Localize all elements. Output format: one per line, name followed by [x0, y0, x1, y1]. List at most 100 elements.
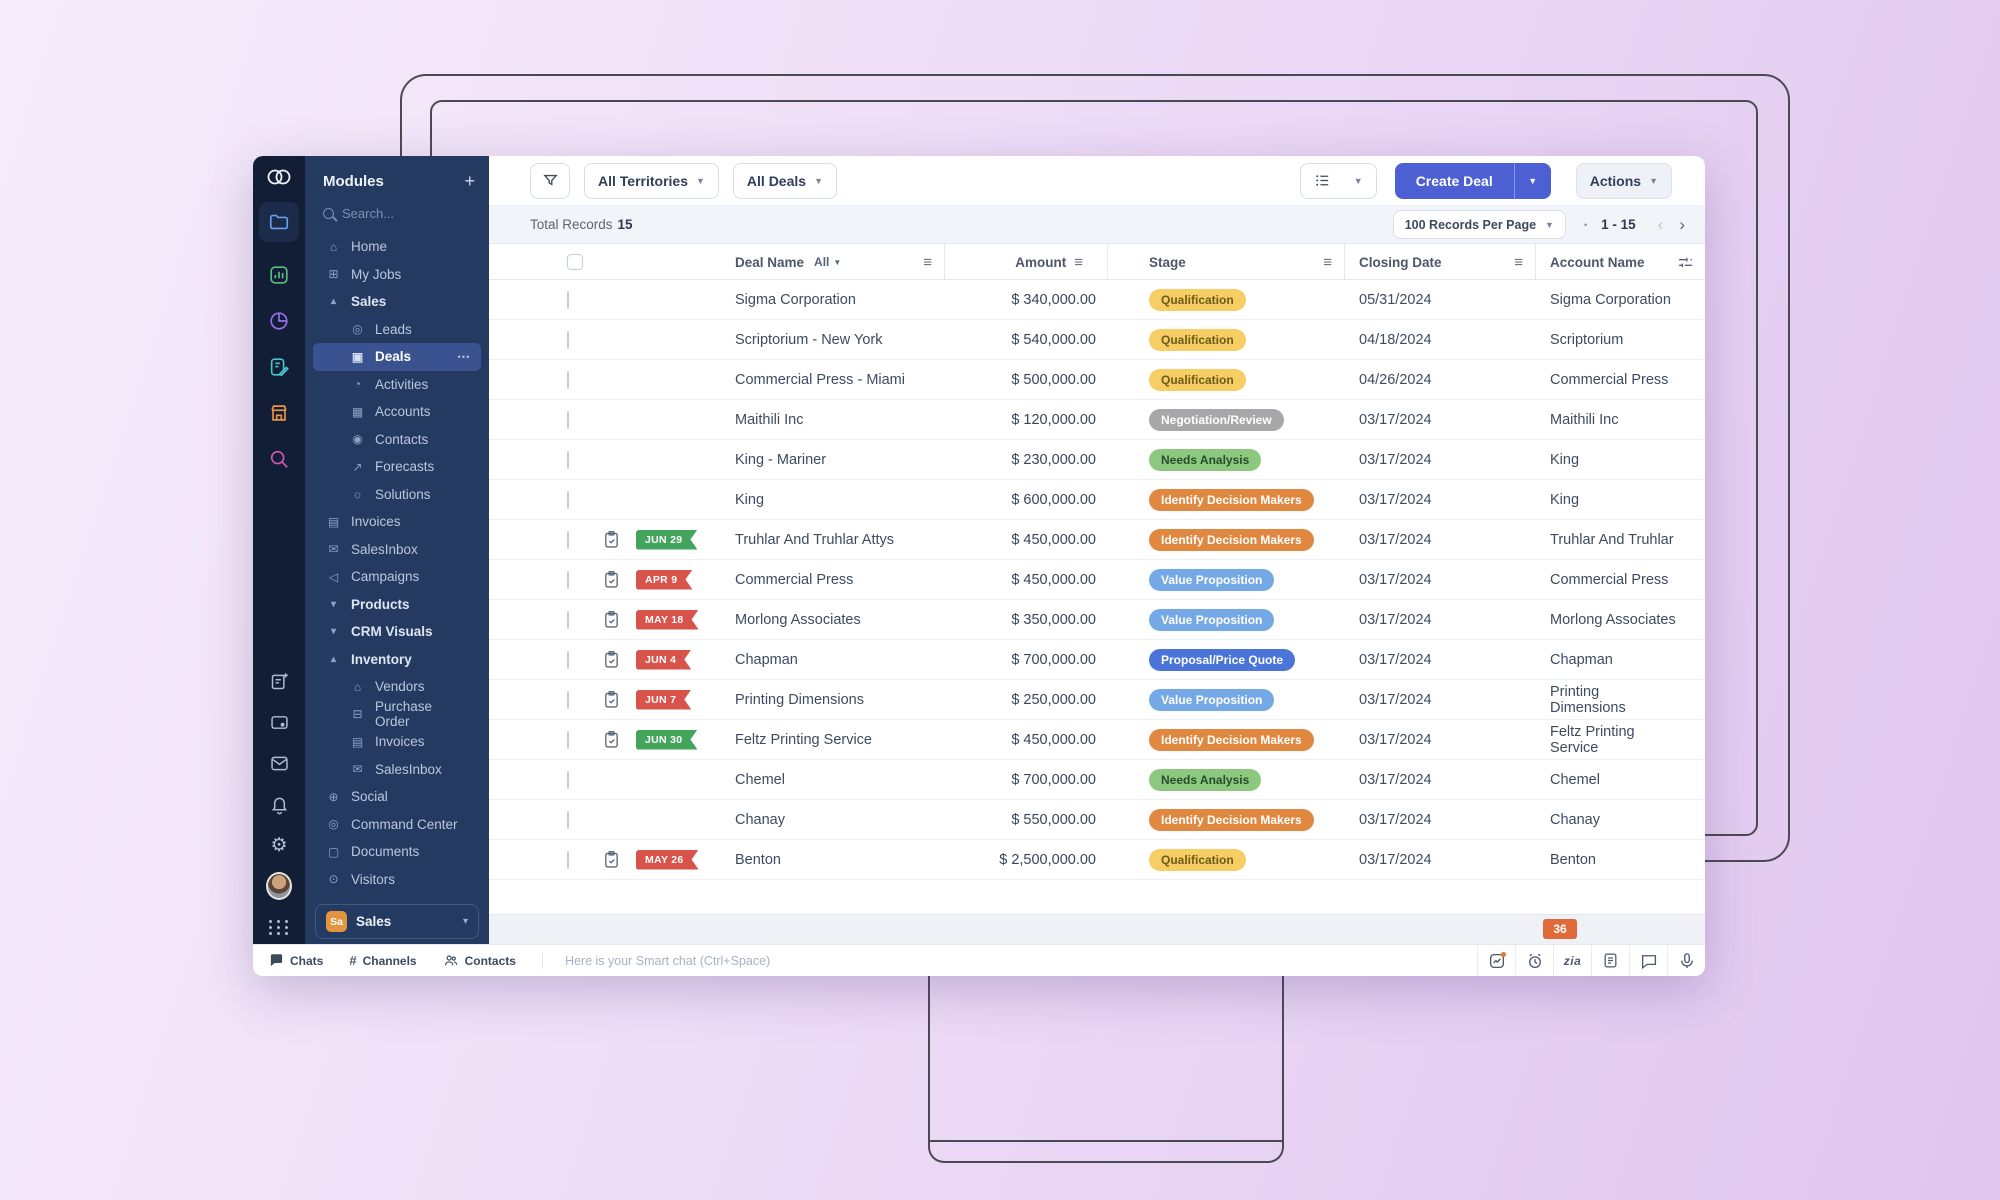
search-icon[interactable]: [266, 446, 292, 472]
deal-row[interactable]: King $ 600,000.00 Identify Decision Make…: [489, 480, 1705, 520]
list-view-selector[interactable]: ▼: [1299, 162, 1377, 199]
deal-row[interactable]: JUN 30 Feltz Printing Service $ 450,000.…: [489, 720, 1705, 760]
row-checkbox[interactable]: [567, 490, 569, 509]
deal-name-link[interactable]: Benton: [735, 851, 781, 868]
insights-icon[interactable]: [1477, 945, 1515, 976]
deal-row[interactable]: MAY 18 Morlong Associates $ 350,000.00 V…: [489, 600, 1705, 640]
deal-name-link[interactable]: Truhlar And Truhlar Attys: [735, 531, 895, 548]
first-page-dot-icon[interactable]: •: [1583, 219, 1588, 230]
records-per-page-dropdown[interactable]: 100 Records Per Page ▼: [1392, 210, 1566, 239]
sidebar-item[interactable]: ⌂ Home: [305, 233, 489, 261]
module-search[interactable]: [305, 196, 489, 229]
sidebar-item[interactable]: ▢ Documents: [305, 838, 489, 866]
sidebar-item[interactable]: ↗ Forecasts: [305, 453, 489, 481]
contacts-tab[interactable]: Contacts: [443, 953, 516, 968]
channels-tab[interactable]: # Channels: [349, 953, 416, 968]
account-name[interactable]: Chemel: [1550, 771, 1600, 788]
bar-chart-icon[interactable]: [266, 262, 292, 288]
account-name[interactable]: Sigma Corporation: [1550, 291, 1671, 308]
deal-row[interactable]: JUN 4 Chapman $ 700,000.00 Proposal/Pric…: [489, 640, 1705, 680]
account-name[interactable]: Morlong Associates: [1550, 611, 1676, 628]
deal-name-link[interactable]: King: [735, 491, 765, 508]
sidebar-item[interactable]: ▾ CRM Visuals: [305, 618, 489, 646]
sidebar-item[interactable]: ⌂ Vendors: [305, 673, 489, 701]
sidebar-item[interactable]: ☼ Solutions: [305, 481, 489, 509]
sidebar-item[interactable]: ✉ SalesInbox: [305, 536, 489, 564]
deal-name-link[interactable]: King - Mariner: [735, 451, 827, 468]
chat-bubble-icon[interactable]: [1629, 945, 1667, 976]
filter-button[interactable]: [530, 162, 570, 199]
deals-view-dropdown[interactable]: All Deals ▼: [732, 162, 837, 199]
pie-chart-icon[interactable]: [266, 308, 292, 334]
deal-row[interactable]: Scriptorium - New York $ 540,000.00 Qual…: [489, 320, 1705, 360]
row-checkbox[interactable]: [567, 410, 569, 429]
account-name[interactable]: Chanay: [1550, 811, 1600, 828]
row-checkbox[interactable]: [567, 610, 569, 629]
column-menu-icon[interactable]: ≡: [1323, 253, 1332, 271]
row-checkbox[interactable]: [567, 450, 569, 469]
deal-name-link[interactable]: Chemel: [735, 771, 785, 788]
more-options-icon[interactable]: ⋯: [457, 348, 471, 364]
deal-row[interactable]: Maithili Inc $ 120,000.00 Negotiation/Re…: [489, 400, 1705, 440]
account-name[interactable]: Commercial Press: [1550, 571, 1669, 588]
deal-row[interactable]: JUN 7 Printing Dimensions $ 250,000.00 V…: [489, 680, 1705, 720]
row-checkbox[interactable]: [567, 290, 569, 309]
sidebar-item[interactable]: ◉ Contacts: [305, 426, 489, 454]
sidebar-item[interactable]: ⊞ My Jobs: [305, 261, 489, 289]
stage-header[interactable]: Stage: [1149, 254, 1186, 270]
notification-count-badge[interactable]: 36: [1543, 919, 1577, 939]
deal-name-link[interactable]: Feltz Printing Service: [735, 731, 872, 748]
create-deal-button[interactable]: Create Deal: [1394, 162, 1515, 199]
smart-chat-input[interactable]: [564, 953, 1477, 968]
mic-icon[interactable]: [1667, 945, 1705, 976]
deal-name-filter[interactable]: All ▼: [814, 255, 842, 269]
next-page-button[interactable]: ›: [1679, 214, 1685, 234]
account-name[interactable]: King: [1550, 491, 1580, 508]
sidebar-item[interactable]: ▾ Products: [305, 591, 489, 619]
sidebar-item[interactable]: ⊟ Purchase Order: [305, 699, 489, 729]
deal-name-link[interactable]: Morlong Associates: [735, 611, 861, 628]
sidebar-item[interactable]: ✉ SalesInbox: [305, 756, 489, 784]
deal-name-link[interactable]: Sigma Corporation: [735, 291, 856, 308]
deal-name-link[interactable]: Scriptorium - New York: [735, 331, 883, 348]
chats-tab[interactable]: Chats: [269, 953, 323, 968]
deal-row[interactable]: King - Mariner $ 230,000.00 Needs Analys…: [489, 440, 1705, 480]
sidebar-item[interactable]: ▤ Invoices: [305, 508, 489, 536]
row-checkbox[interactable]: [567, 530, 569, 549]
notebook-icon[interactable]: [266, 354, 292, 380]
row-checkbox[interactable]: [567, 690, 569, 709]
deal-row[interactable]: Chemel $ 700,000.00 Needs Analysis 03/17…: [489, 760, 1705, 800]
territories-filter-dropdown[interactable]: All Territories ▼: [584, 162, 719, 199]
deal-row[interactable]: Chanay $ 550,000.00 Identify Decision Ma…: [489, 800, 1705, 840]
row-checkbox[interactable]: [567, 370, 569, 389]
notifications-bell-icon[interactable]: [266, 791, 292, 817]
deal-name-link[interactable]: Commercial Press: [735, 571, 854, 588]
sidebar-item[interactable]: ▦ Accounts: [305, 398, 489, 426]
notes-icon[interactable]: [1591, 945, 1629, 976]
modules-folder-tab[interactable]: [259, 202, 299, 242]
account-name[interactable]: Chapman: [1550, 651, 1613, 668]
row-checkbox[interactable]: [567, 770, 569, 789]
account-name[interactable]: Scriptorium: [1550, 331, 1624, 348]
alarm-icon[interactable]: [1515, 945, 1553, 976]
account-name[interactable]: Printing Dimensions: [1550, 683, 1626, 716]
workspace-switcher[interactable]: Sa Sales ▾: [315, 904, 479, 939]
deal-name-header[interactable]: Deal Name: [735, 254, 805, 270]
add-module-button[interactable]: +: [464, 171, 475, 191]
row-checkbox[interactable]: [567, 850, 569, 869]
sidebar-item[interactable]: ◎ Leads: [305, 316, 489, 344]
deal-row[interactable]: Sigma Corporation $ 340,000.00 Qualifica…: [489, 280, 1705, 320]
sidebar-item[interactable]: ⊙ Visitors: [305, 866, 489, 894]
sidebar-item[interactable]: ◔ Activities: [305, 371, 489, 399]
row-checkbox[interactable]: [567, 570, 569, 589]
horizontal-scroll-strip[interactable]: 36: [489, 914, 1705, 944]
user-avatar[interactable]: [266, 872, 292, 900]
sidebar-item[interactable]: ◎ Command Center: [305, 811, 489, 839]
column-menu-icon[interactable]: ≡: [1514, 253, 1523, 271]
closing-date-header[interactable]: Closing Date: [1359, 254, 1442, 270]
account-name[interactable]: King: [1550, 451, 1580, 468]
account-name[interactable]: Commercial Press: [1550, 371, 1669, 388]
deal-name-link[interactable]: Chapman: [735, 651, 798, 668]
deal-name-link[interactable]: Chanay: [735, 811, 785, 828]
deal-row[interactable]: MAY 26 Benton $ 2,500,000.00 Qualificati…: [489, 840, 1705, 880]
